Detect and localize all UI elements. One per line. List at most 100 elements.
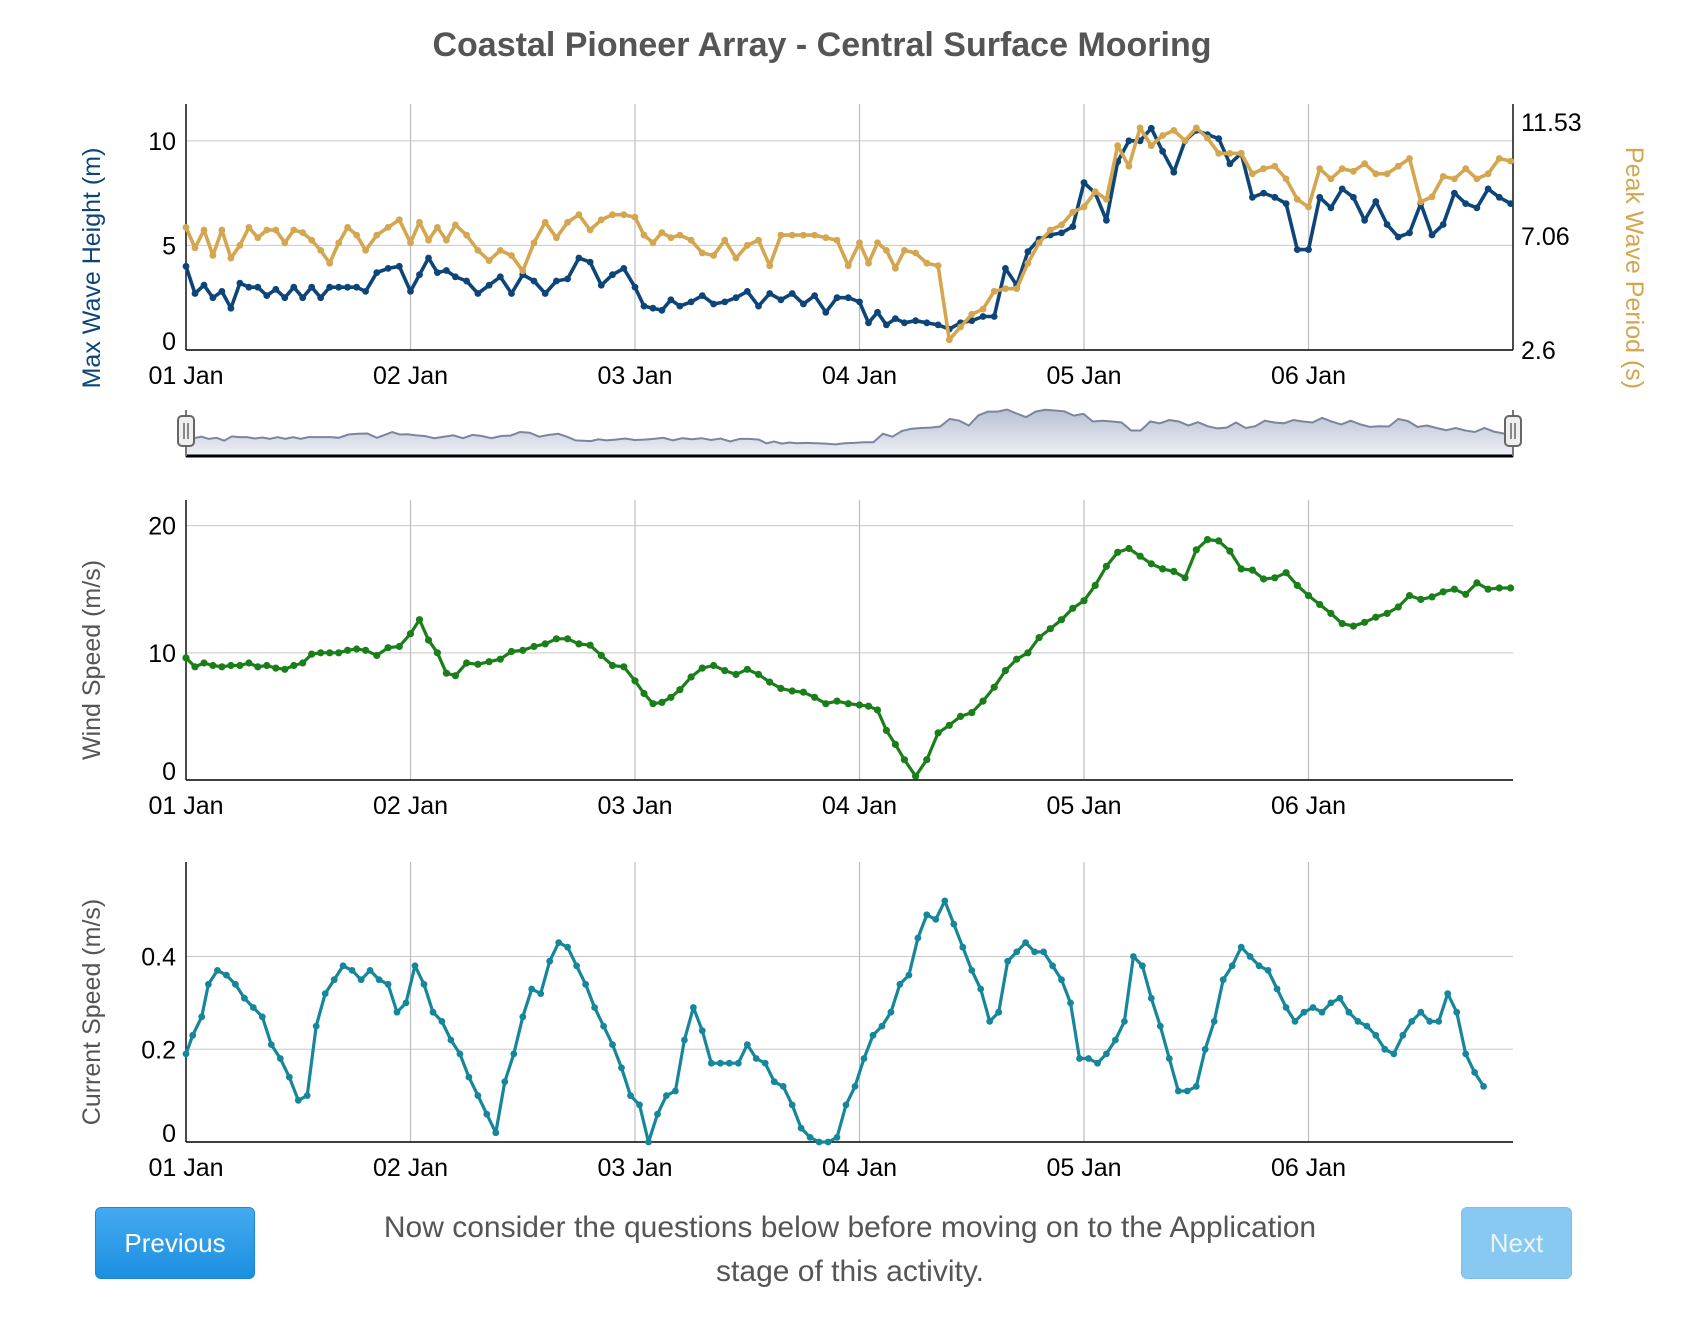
wave-period-point: [957, 323, 964, 331]
wind-point: [1170, 567, 1178, 576]
current-point: [932, 916, 940, 923]
wave-period-point: [373, 231, 381, 239]
current-point: [1228, 962, 1236, 970]
wave-height-point: [658, 306, 666, 314]
current-point: [824, 1138, 832, 1146]
wind-point: [182, 654, 190, 662]
wind-point: [474, 660, 482, 668]
y-tick-label: 0.2: [141, 1036, 176, 1064]
wind-point: [1057, 616, 1066, 624]
wind-point: [658, 698, 666, 707]
wave-panel: 0 5 10 01 Jan 02 Jan 03 Jan 04 Jan 05 Jan 06 Jan…: [148, 104, 1582, 390]
x-tick-label: 06 Jan: [1271, 792, 1346, 820]
wind-point: [1372, 613, 1380, 621]
wave-height-point: [1428, 231, 1436, 239]
current-point: [1327, 999, 1335, 1007]
current-point: [1085, 1055, 1092, 1062]
current-point: [393, 1008, 401, 1016]
current-point: [1067, 999, 1074, 1007]
current-point: [1103, 1050, 1110, 1058]
wind-point: [395, 642, 403, 651]
wave-period-point: [945, 336, 953, 344]
current-point: [555, 939, 563, 946]
wind-point: [272, 664, 280, 672]
wave-height-point: [1058, 229, 1065, 237]
wave-height-point: [1316, 193, 1324, 201]
wind-point: [1226, 547, 1234, 555]
instruction-text: Now consider the questions below before …: [383, 1211, 1317, 1288]
wave-period-point: [553, 234, 560, 242]
wind-point: [586, 641, 594, 649]
wind-point: [575, 640, 583, 648]
wave-height-point: [200, 281, 208, 289]
wave-period-point: [1204, 134, 1211, 142]
current-point: [851, 1083, 859, 1090]
wind-point: [945, 721, 953, 729]
wind-point: [373, 651, 381, 660]
wave-period-point: [923, 259, 931, 267]
wave-period-point: [1125, 162, 1133, 170]
wind-point: [496, 655, 504, 663]
wave-period-point: [1080, 203, 1088, 211]
wind-point: [1473, 579, 1481, 587]
next-button[interactable]: Next: [1461, 1207, 1572, 1279]
current-point: [267, 1041, 275, 1048]
previous-button[interactable]: Previous: [95, 1207, 255, 1279]
wind-point: [1405, 592, 1414, 600]
x-tick-label: 03 Jan: [597, 1154, 672, 1182]
navigator-area: [185, 408, 1514, 457]
wind-point: [968, 709, 976, 717]
current-point: [1040, 948, 1047, 956]
wave-period-point: [597, 216, 605, 224]
wave-height-point: [620, 265, 628, 272]
current-point: [1336, 994, 1344, 1002]
current-point: [1246, 953, 1254, 960]
wind-point: [254, 663, 262, 671]
current-point: [878, 1022, 886, 1030]
wave-height-point: [856, 298, 863, 306]
wind-point: [766, 678, 774, 686]
wave-height-point: [1383, 221, 1391, 228]
current-point: [312, 1022, 320, 1030]
wind-point: [833, 697, 841, 705]
wind-point: [667, 693, 675, 701]
wave-height-point: [407, 288, 414, 295]
wave-period-point: [1226, 150, 1234, 157]
wave-height-point: [1406, 229, 1413, 237]
wave-period-point: [743, 241, 751, 249]
wind-point: [451, 672, 459, 680]
wave-height-point: [496, 273, 504, 281]
wind-point: [1203, 536, 1212, 544]
wave-height-point: [564, 275, 571, 283]
x-tick-label: 01 Jan: [148, 1154, 223, 1182]
x-tick-label: 01 Jan: [148, 792, 223, 820]
wave-period-point: [620, 211, 628, 219]
current-point: [627, 1092, 634, 1099]
current-point: [303, 1092, 311, 1099]
current-point: [1013, 948, 1021, 956]
current-point: [339, 962, 347, 970]
wind-point: [640, 689, 648, 698]
range-navigator[interactable]: [177, 408, 1522, 458]
current-point: [1309, 1004, 1317, 1011]
current-point: [950, 920, 958, 928]
current-point: [1183, 1087, 1191, 1095]
current-point: [357, 976, 365, 984]
wind-point: [406, 630, 415, 638]
current-point: [1390, 1050, 1398, 1058]
navigator-left-handle[interactable]: [177, 415, 195, 447]
current-point: [797, 1124, 805, 1132]
current-point: [285, 1073, 293, 1081]
navigator-right-handle[interactable]: [1504, 415, 1522, 447]
wave-period-point: [407, 239, 414, 247]
wave-height-point: [892, 315, 899, 322]
wave-period-point: [1439, 173, 1447, 180]
wave-height-point: [281, 294, 289, 302]
wave-period-point: [308, 236, 316, 244]
wave-period-point: [218, 226, 226, 234]
wave-height-point: [416, 271, 423, 279]
wind-point: [1080, 597, 1088, 605]
current-point: [258, 1013, 266, 1021]
wave-height-point: [1293, 246, 1301, 254]
wave-period-point: [452, 221, 459, 229]
